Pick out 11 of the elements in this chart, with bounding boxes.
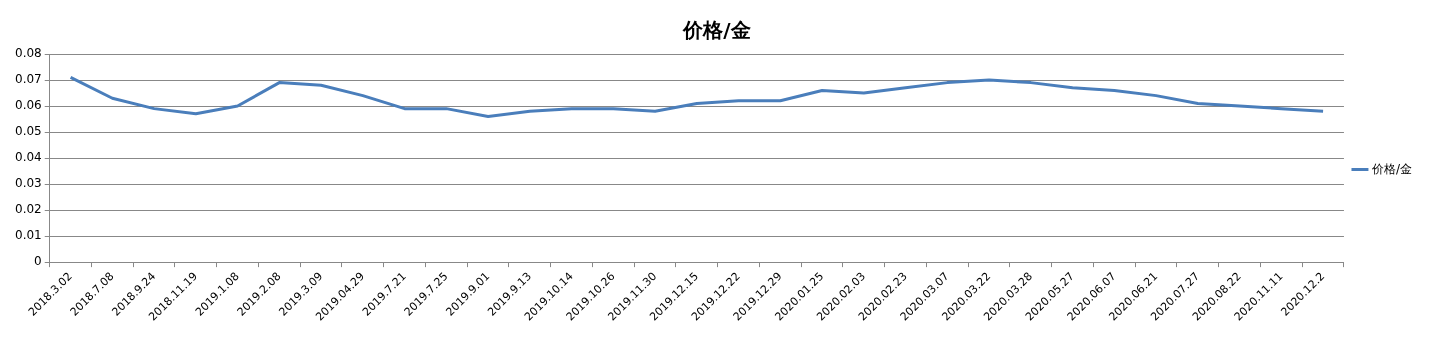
y-tick-label: 0.05 (15, 124, 42, 139)
y-tick-label: 0.08 (15, 46, 42, 61)
y-tick-label: 0 (34, 254, 42, 269)
y-tick-label: 0.01 (15, 228, 42, 243)
y-tick-label: 0.06 (15, 98, 42, 113)
y-tick-label: 0.03 (15, 176, 42, 191)
y-tick-label: 0.04 (15, 150, 42, 165)
y-tick-label: 0.07 (15, 72, 42, 87)
chart-title: 价格/金 (682, 18, 751, 43)
legend-label: 价格/金 (1370, 161, 1412, 176)
y-tick-label: 0.02 (15, 202, 42, 217)
